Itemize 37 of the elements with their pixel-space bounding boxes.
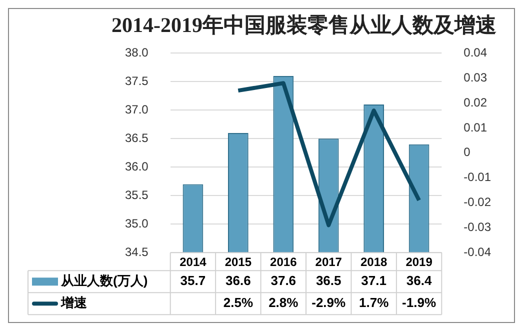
data-label: 35.7 — [180, 273, 206, 288]
y-tick-label: 36.0 — [124, 159, 149, 174]
x-tick-label: 2016 — [270, 255, 298, 270]
data-label: -2.9% — [312, 295, 346, 310]
y2-tick-label: -0.04 — [464, 244, 492, 259]
legend-label: 增速 — [60, 295, 88, 310]
y2-tick-label: -0.01 — [464, 170, 492, 184]
y-tick-label: 36.5 — [124, 130, 149, 145]
y2-tick-label: -0.03 — [464, 220, 492, 234]
data-label: 2.5% — [223, 295, 254, 310]
y-tick-label: 38.0 — [124, 46, 149, 60]
y-tick-label: 35.5 — [124, 188, 149, 202]
data-label: 37.6 — [270, 273, 296, 288]
data-label: 2.8% — [268, 295, 299, 310]
x-tick-label: 2017 — [315, 255, 342, 270]
x-tick-label: 2015 — [224, 255, 252, 270]
legend-label: 从业人数(万人) — [60, 273, 148, 288]
data-label: -1.9% — [402, 295, 436, 310]
y2-tick-label: 0.02 — [464, 95, 488, 110]
y-tick-label: 37.0 — [124, 102, 149, 116]
x-tick-label: 2019 — [406, 255, 433, 270]
y-tick-label: 34.5 — [124, 244, 149, 259]
y2-tick-label: 0.03 — [464, 70, 488, 84]
data-label: 36.4 — [406, 273, 432, 288]
chart-title: 2014-2019年中国服装零售从业人数及增速 — [112, 13, 496, 38]
data-label: 36.6 — [226, 273, 251, 288]
y-tick-label: 35.0 — [124, 216, 149, 230]
data-label: 1.7% — [359, 295, 390, 310]
y2-tick-label: 0.01 — [464, 120, 488, 134]
x-tick-label: 2018 — [360, 255, 388, 270]
y2-tick-label: 0 — [464, 145, 471, 160]
data-label: 37.1 — [361, 273, 386, 288]
y2-tick-label: 0.04 — [464, 46, 488, 60]
y2-tick-label: -0.02 — [464, 195, 492, 210]
y-tick-label: 37.5 — [124, 74, 149, 88]
x-tick-label: 2014 — [180, 255, 207, 270]
data-label: 36.5 — [316, 273, 342, 288]
